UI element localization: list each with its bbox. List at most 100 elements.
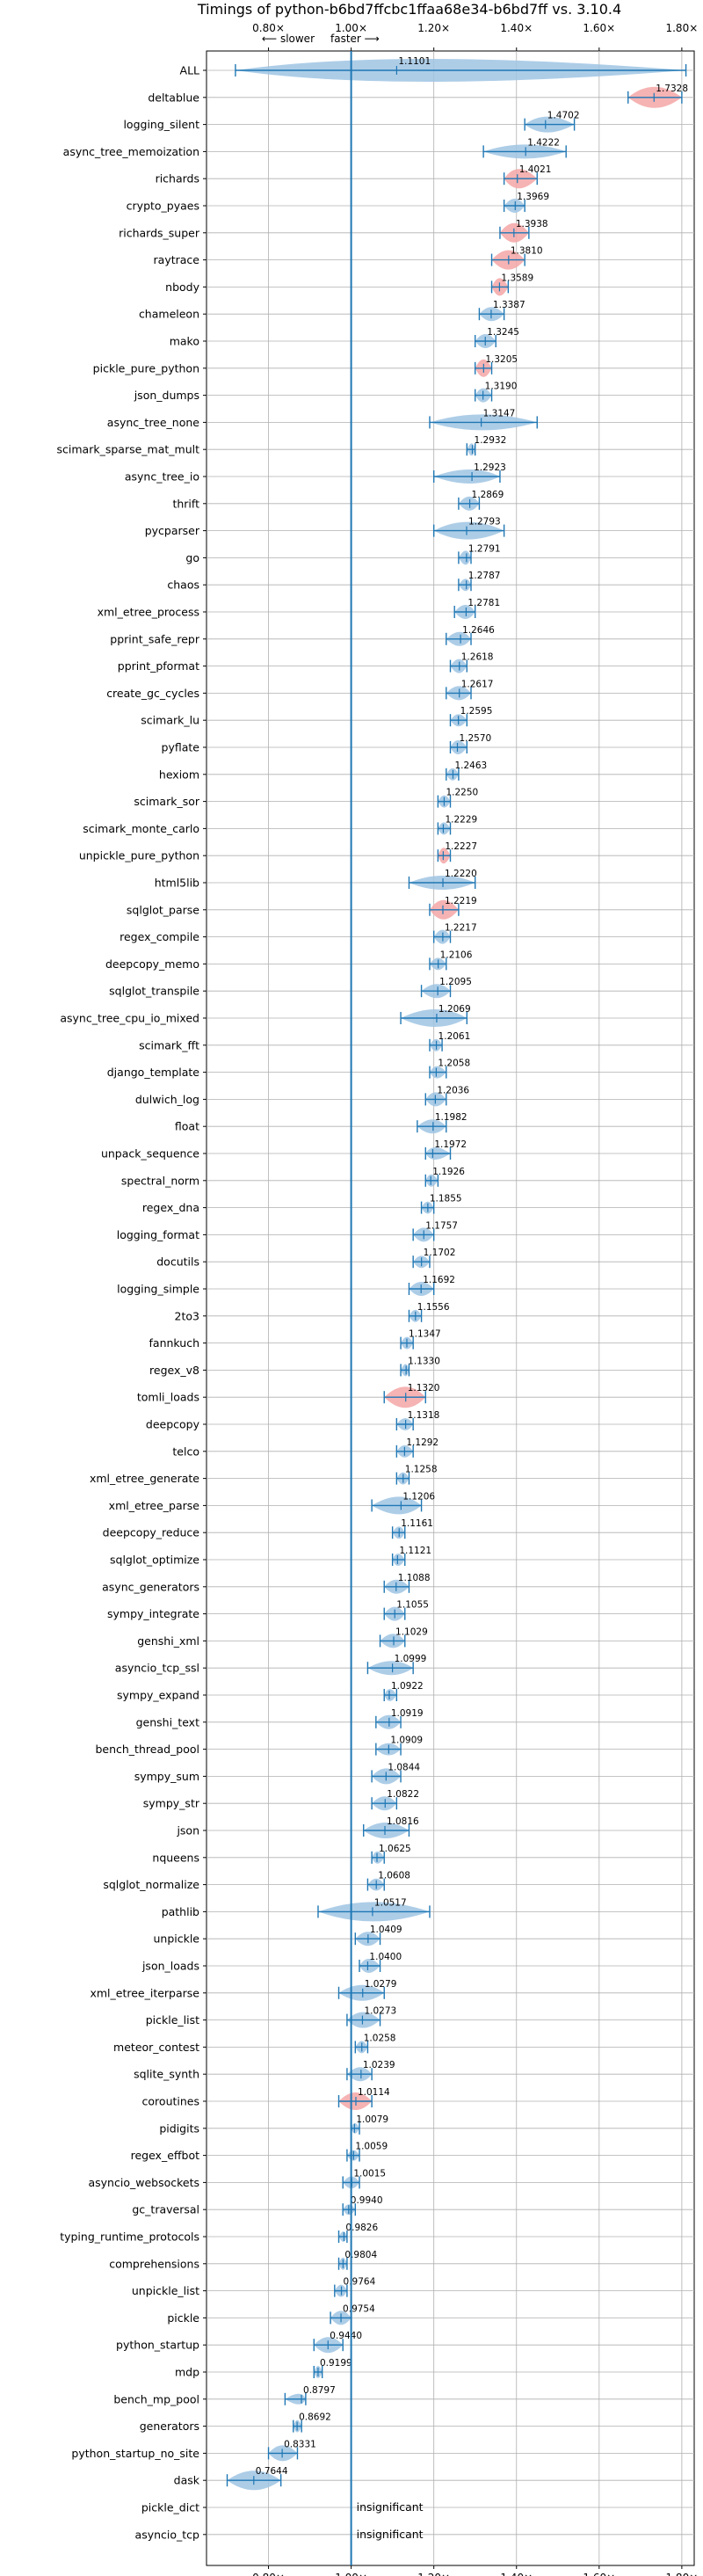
value-label: 0.9940	[351, 2195, 383, 2206]
value-label: 1.0409	[370, 1925, 402, 1935]
benchmark-label: richards	[156, 172, 199, 186]
plot-frame	[206, 50, 695, 2566]
value-label: 1.0844	[388, 1762, 420, 1772]
benchmark-label: logging_simple	[117, 1283, 199, 1296]
value-label: 1.1757	[425, 1220, 458, 1231]
value-label: 1.3969	[517, 192, 549, 202]
value-label: 1.4222	[527, 137, 560, 148]
benchmark-label: scimark_lu	[141, 714, 199, 727]
value-label: 1.2106	[440, 950, 473, 960]
benchmark-label: generators	[140, 2420, 199, 2433]
value-label: 1.3810	[511, 246, 543, 257]
benchmark-label: regex_dna	[142, 1201, 199, 1214]
benchmark-label: pickle_pure_python	[93, 361, 199, 375]
benchmark-label: bench_thread_pool	[95, 1743, 199, 1756]
value-label: 1.1926	[432, 1167, 465, 1177]
benchmark-label: json_loads	[141, 1960, 199, 1973]
benchmark-label: nqueens	[152, 1851, 199, 1864]
benchmark-label: pycparser	[145, 524, 200, 537]
benchmark-label: hexiom	[159, 768, 199, 781]
benchmark-label: regex_v8	[149, 1364, 199, 1377]
benchmark-label: unpickle_list	[132, 2284, 199, 2297]
value-label: 1.1320	[408, 1383, 440, 1394]
value-label: 1.2229	[445, 814, 477, 825]
value-label: 1.3205	[485, 354, 518, 365]
benchmark-label: gc_traversal	[132, 2203, 199, 2216]
value-label: 1.2618	[461, 652, 494, 663]
benchmark-label: thrift	[172, 497, 199, 510]
value-label: 1.0822	[387, 1789, 419, 1800]
value-label: 1.2923	[474, 462, 506, 473]
value-label: 1.1347	[409, 1329, 441, 1340]
value-label: 0.9199	[320, 2358, 352, 2369]
value-label: 1.0239	[363, 2060, 395, 2070]
value-label: 1.0816	[387, 1816, 419, 1827]
value-label: 1.1121	[399, 1546, 431, 1556]
x-tick-label-bottom: 0.80×	[252, 2572, 285, 2576]
value-label: 1.2570	[459, 733, 491, 744]
value-label: 1.3190	[485, 382, 518, 392]
value-label: 0.9804	[344, 2250, 377, 2260]
benchmark-label: 2to3	[175, 1309, 199, 1322]
value-label: 1.0015	[353, 2168, 386, 2179]
benchmark-label: telco	[172, 1444, 199, 1458]
value-label: 1.3938	[516, 219, 548, 229]
value-label: 1.4021	[519, 164, 552, 175]
value-label: 1.7328	[656, 84, 688, 94]
value-label: 1.0517	[374, 1897, 407, 1908]
value-label: 1.2219	[445, 896, 477, 906]
value-label: 1.2463	[454, 760, 487, 771]
benchmark-label: scimark_fft	[139, 1038, 199, 1052]
value-label: 1.3245	[487, 327, 519, 338]
benchmark-label: chameleon	[139, 308, 199, 321]
value-label: 1.2227	[445, 841, 477, 852]
benchmark-label: pathlib	[162, 1905, 199, 1918]
benchmark-label: async_tree_io	[125, 470, 199, 484]
value-label: 1.0909	[390, 1736, 423, 1746]
benchmark-label: async_tree_none	[107, 416, 200, 429]
value-label: 1.2646	[462, 625, 495, 636]
value-label: 1.0922	[391, 1681, 424, 1692]
x-tick-label-top: 1.80×	[665, 22, 698, 34]
value-label: 1.1330	[408, 1356, 440, 1366]
value-label: 1.0400	[369, 1952, 402, 1962]
value-label: 0.9754	[343, 2303, 375, 2314]
value-label: 1.1982	[435, 1112, 467, 1123]
value-label: 1.3589	[501, 273, 533, 283]
value-label: 1.2781	[467, 598, 500, 608]
insignificant-label: insignificant	[357, 2500, 424, 2514]
faster-label: faster ⟶	[330, 33, 380, 45]
value-label: 1.1258	[405, 1465, 438, 1475]
value-label: 1.2787	[468, 571, 501, 581]
benchmark-label: dask	[174, 2474, 200, 2487]
benchmark-label: unpack_sequence	[101, 1147, 199, 1161]
insignificant-label: insignificant	[357, 2528, 424, 2541]
benchmark-label: xml_etree_parse	[109, 1499, 200, 1512]
benchmark-label: crypto_pyaes	[127, 200, 199, 213]
benchmark-label: scimark_sparse_mat_mult	[57, 443, 200, 456]
value-label: 1.0608	[378, 1871, 410, 1881]
x-tick-label-top: 1.60×	[583, 22, 615, 34]
value-label: 0.8797	[303, 2385, 336, 2396]
benchmark-label: pprint_safe_repr	[110, 632, 200, 645]
slower-label: ⟵ slower	[262, 33, 315, 45]
value-label: 0.9440	[330, 2331, 362, 2341]
benchmark-label: pickle	[167, 2311, 199, 2325]
benchmark-label: pickle_list	[146, 2013, 199, 2027]
value-label: 1.4702	[547, 111, 580, 121]
x-tick-label-bottom: 1.60×	[583, 2572, 615, 2576]
benchmark-label: sqlglot_normalize	[103, 1878, 199, 1891]
value-label: 0.8331	[284, 2439, 316, 2449]
benchmark-label: mdp	[175, 2366, 199, 2379]
value-label: 1.0999	[395, 1654, 427, 1664]
value-label: 1.3147	[483, 408, 516, 418]
benchmark-label: comprehensions	[109, 2257, 199, 2270]
x-tick-label-bottom: 1.80×	[665, 2572, 698, 2576]
benchmark-label: json_dumps	[134, 389, 199, 402]
benchmark-label: pprint_pformat	[118, 659, 199, 673]
value-label: 1.1972	[434, 1139, 467, 1150]
benchmark-label: regex_compile	[120, 930, 199, 943]
benchmark-label: unpickle_pure_python	[79, 849, 199, 862]
benchmark-label: sqlite_synth	[134, 2068, 199, 2081]
benchmark-label: bench_mp_pool	[113, 2392, 199, 2405]
